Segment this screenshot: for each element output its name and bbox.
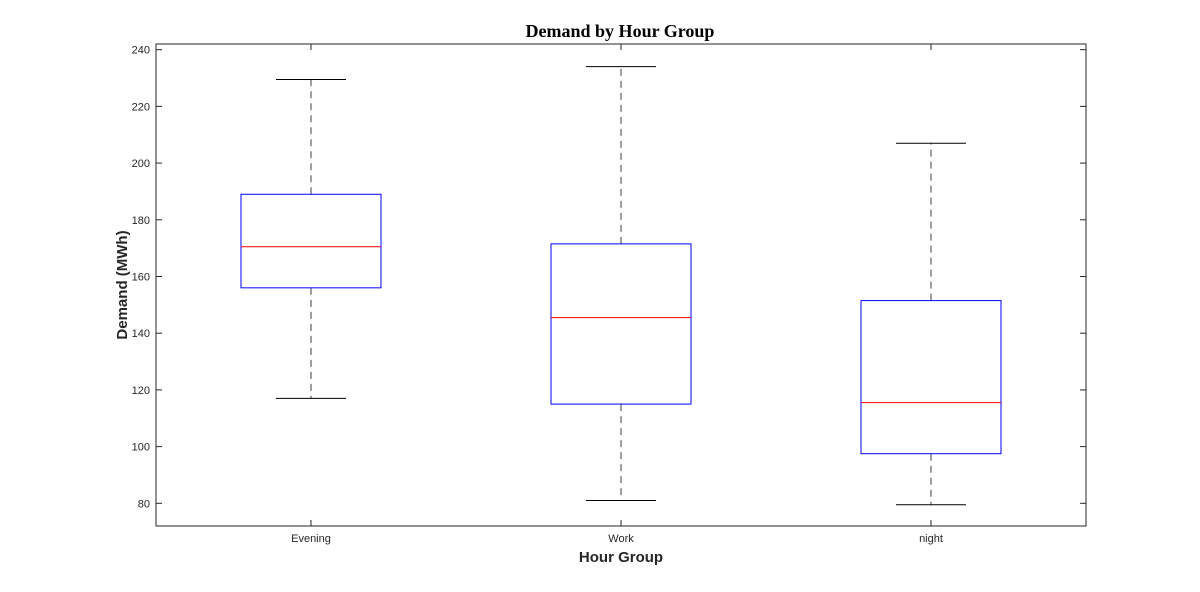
x-axis-label: Hour Group [579, 549, 663, 566]
y-tick-label: 120 [132, 385, 150, 397]
y-tick-label: 180 [132, 215, 150, 227]
y-tick-label: 80 [138, 498, 150, 510]
chart-title: Demand by Hour Group [526, 21, 715, 41]
x-tick-label: night [919, 533, 943, 545]
box-work [550, 243, 692, 405]
y-tick-label: 100 [132, 442, 150, 454]
box-night [860, 300, 1002, 455]
y-tick-label: 140 [132, 328, 150, 340]
y-tick-label: 200 [132, 158, 150, 170]
box-evening [240, 193, 382, 289]
y-tick-label: 160 [132, 271, 150, 283]
x-tick-label: Work [608, 533, 634, 545]
plot-area: 80 100 120 140 160 180 200 220 240 Evening Work nig… [132, 44, 1086, 545]
y-tick-label: 240 [132, 45, 150, 57]
x-tick-label: Evening [291, 533, 331, 545]
axes-box [155, 43, 1087, 527]
y-tick-label: 220 [132, 101, 150, 113]
y-axis-label: Demand (MWh) [114, 230, 131, 339]
